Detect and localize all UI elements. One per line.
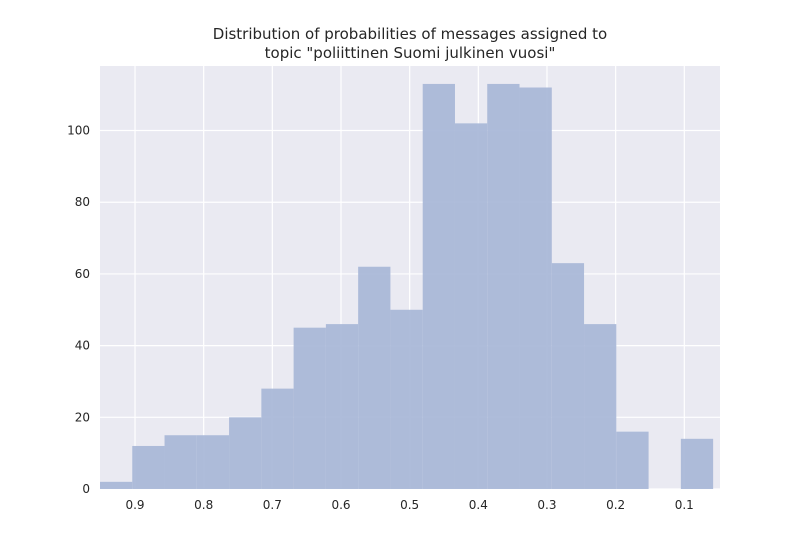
x-tick-label: 0.8 [194, 498, 213, 512]
histogram-bar [390, 309, 423, 489]
y-axis-ticks: 0 20 40 60 80 100 [67, 124, 90, 496]
histogram-bar [616, 431, 649, 489]
x-tick-label: 0.4 [469, 498, 488, 512]
x-axis-ticks: 0.9 0.8 0.7 0.6 0.5 0.4 0.3 0.2 0.1 [125, 498, 693, 512]
histogram-bar [229, 417, 262, 489]
histogram-bar [680, 438, 714, 489]
x-tick-label: 0.9 [125, 498, 144, 512]
x-tick-label: 0.6 [331, 498, 350, 512]
x-tick-label: 0.5 [400, 498, 419, 512]
histogram-bar [261, 388, 294, 489]
x-tick-label: 0.3 [537, 498, 556, 512]
y-tick-label: 60 [75, 267, 90, 281]
x-tick-label: 0.7 [263, 498, 282, 512]
histogram-bar [454, 123, 488, 490]
histogram-bar [132, 445, 165, 489]
histogram-bar [325, 324, 359, 489]
histogram-bar [358, 266, 391, 489]
histogram-bar [487, 83, 520, 489]
y-tick-label: 20 [75, 410, 90, 424]
chart-title-line-1: Distribution of probabilities of message… [213, 25, 607, 43]
y-tick-label: 100 [67, 124, 90, 138]
y-tick-label: 80 [75, 195, 90, 209]
histogram-bar [519, 87, 552, 489]
x-tick-label: 0.2 [606, 498, 625, 512]
histogram-bar [422, 83, 455, 489]
y-tick-label: 40 [75, 339, 90, 353]
chart-title-line-2: topic "poliittinen Suomi julkinen vuosi" [265, 44, 556, 62]
histogram-bars [100, 83, 714, 490]
histogram-bar [164, 435, 197, 489]
histogram-bar [100, 481, 133, 489]
y-tick-label: 0 [82, 482, 90, 496]
histogram-bar [196, 435, 230, 489]
histogram-bar [293, 327, 326, 489]
x-tick-label: 0.1 [675, 498, 694, 512]
histogram-bar [551, 263, 585, 489]
histogram-bar [584, 324, 617, 489]
